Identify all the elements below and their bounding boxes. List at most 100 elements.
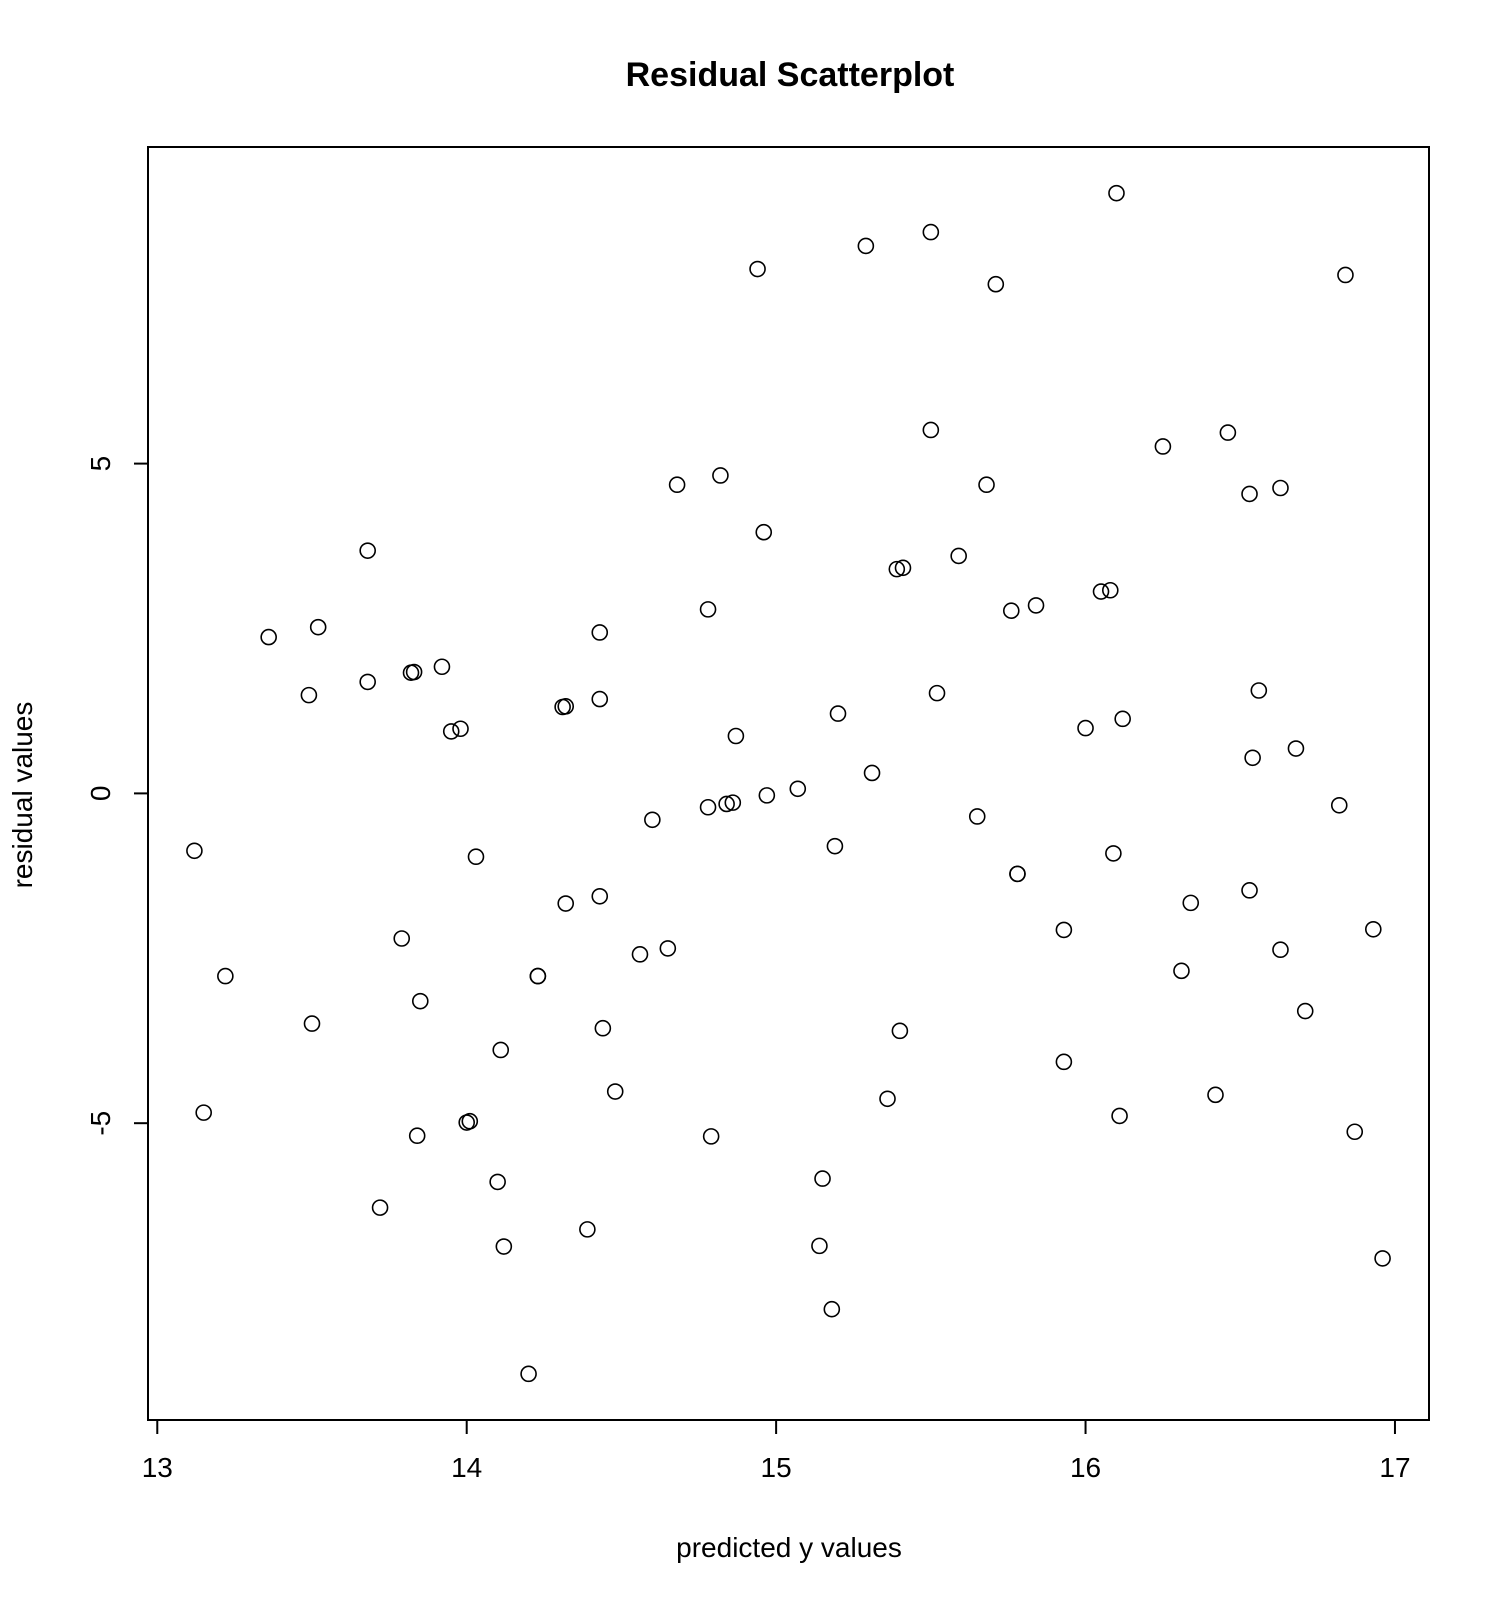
x-tick-label: 14: [451, 1452, 482, 1483]
x-tick-label: 13: [142, 1452, 173, 1483]
data-point: [712, 467, 729, 484]
data-point: [393, 930, 411, 947]
y-tick-label: 5: [85, 456, 116, 472]
data-point: [922, 223, 940, 241]
data-point: [857, 237, 875, 255]
data-point: [591, 887, 609, 905]
data-point: [668, 476, 686, 494]
data-point: [950, 547, 967, 565]
data-point: [1244, 749, 1261, 767]
data-point: [789, 780, 807, 798]
data-point: [888, 560, 906, 578]
x-axis-label: predicted y values: [676, 1532, 902, 1563]
plot-frame: [147, 146, 1430, 1421]
data-point: [922, 421, 940, 439]
data-point: [987, 275, 1005, 293]
data-point: [758, 787, 776, 804]
data-point: [749, 260, 766, 278]
data-point: [1337, 266, 1354, 284]
data-point: [405, 663, 423, 681]
data-point: [1182, 894, 1200, 912]
data-point: [260, 628, 277, 646]
data-point: [1092, 583, 1110, 600]
data-point: [1077, 719, 1094, 737]
data-point: [371, 1199, 389, 1216]
data-point: [823, 1300, 841, 1318]
data-point: [1296, 1002, 1314, 1020]
data-point: [591, 624, 609, 641]
x-axis: 13 14 15 16 17: [142, 1419, 1411, 1483]
data-point: [1111, 1107, 1128, 1125]
data-point: [1374, 1250, 1391, 1267]
data-point: [591, 690, 609, 708]
data-point: [814, 1170, 831, 1187]
data-point: [557, 895, 575, 912]
data-point: [442, 723, 460, 740]
data-point: [303, 1015, 321, 1032]
data-point: [300, 686, 318, 704]
data-point: [863, 764, 881, 782]
data-point: [1272, 941, 1289, 959]
data-point: [1055, 1053, 1073, 1071]
y-axis: -5 0 5: [85, 456, 149, 1136]
data-point: [529, 967, 547, 985]
data-point: [1055, 921, 1073, 939]
data-point: [727, 727, 745, 745]
data-point: [1272, 479, 1289, 497]
data-point: [699, 798, 717, 816]
data-point: [1365, 920, 1382, 938]
data-point: [1154, 438, 1172, 455]
data-point: [879, 1090, 896, 1108]
data-point: [557, 698, 575, 715]
data-point: [433, 658, 451, 676]
x-tick-label: 17: [1379, 1452, 1410, 1483]
data-point: [968, 808, 986, 825]
data-point: [928, 684, 946, 702]
data-point: [631, 946, 649, 963]
data-point: [1173, 962, 1190, 980]
data-point: [359, 673, 376, 691]
data-point: [978, 476, 995, 494]
data-point: [579, 1221, 596, 1238]
data-point: [1219, 424, 1237, 441]
data-point: [195, 1104, 212, 1121]
data-point: [644, 811, 661, 829]
y-tick-label: -5: [85, 1111, 116, 1136]
data-point: [461, 1112, 479, 1130]
data-point: [811, 1237, 828, 1255]
data-points: [186, 184, 1391, 1383]
data-point: [1101, 581, 1119, 599]
data-point: [1114, 710, 1131, 728]
data-point: [1027, 597, 1045, 614]
data-point: [411, 992, 429, 1010]
x-tick-label: 16: [1070, 1452, 1101, 1483]
data-point: [492, 1041, 510, 1059]
data-point: [452, 720, 469, 738]
data-point: [1009, 865, 1026, 883]
data-point: [1250, 682, 1268, 699]
data-point: [520, 1365, 537, 1383]
data-point: [359, 542, 376, 559]
y-axis-label: residual values: [7, 702, 38, 889]
data-point: [724, 794, 742, 811]
data-point: [408, 1127, 426, 1145]
data-point: [1002, 602, 1020, 619]
data-point: [894, 559, 912, 577]
data-point: [467, 848, 485, 866]
data-point: [826, 837, 844, 855]
data-point: [1287, 740, 1305, 757]
data-point: [1330, 796, 1348, 814]
data-point: [659, 940, 677, 957]
data-point: [702, 1128, 720, 1145]
data-point: [594, 1019, 612, 1037]
data-point: [1346, 1123, 1364, 1141]
data-point: [402, 664, 420, 681]
data-point: [1207, 1086, 1224, 1104]
y-tick-label: 0: [85, 786, 116, 802]
chart-title: Residual Scatterplot: [626, 56, 955, 94]
data-point: [309, 618, 327, 636]
data-point: [1241, 485, 1258, 503]
x-tick-label: 15: [761, 1452, 792, 1483]
data-point: [554, 698, 571, 716]
